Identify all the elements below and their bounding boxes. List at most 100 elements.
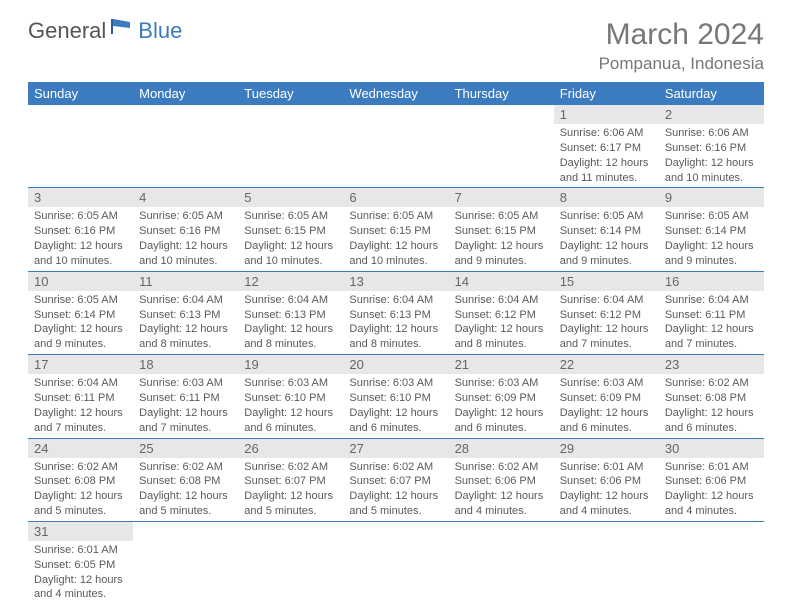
- day-cell: [133, 105, 238, 188]
- sunset-text: Sunset: 6:09 PM: [455, 391, 548, 406]
- day-info: Sunrise: 6:05 AMSunset: 6:14 PMDaylight:…: [554, 207, 659, 270]
- daylight-text: and 5 minutes.: [349, 504, 442, 519]
- col-tuesday: Tuesday: [238, 82, 343, 105]
- day-number: 20: [343, 355, 448, 374]
- week-row: 1Sunrise: 6:06 AMSunset: 6:17 PMDaylight…: [28, 105, 764, 188]
- sunset-text: Sunset: 6:09 PM: [560, 391, 653, 406]
- daylight-text: and 8 minutes.: [455, 337, 548, 352]
- sunset-text: Sunset: 6:14 PM: [665, 224, 758, 239]
- daylight-text: Daylight: 12 hours: [139, 322, 232, 337]
- daylight-text: Daylight: 12 hours: [34, 489, 127, 504]
- daylight-text: and 5 minutes.: [139, 504, 232, 519]
- day-number: 16: [659, 272, 764, 291]
- daylight-text: and 6 minutes.: [349, 421, 442, 436]
- day-cell: 4Sunrise: 6:05 AMSunset: 6:16 PMDaylight…: [133, 188, 238, 271]
- daylight-text: and 5 minutes.: [34, 504, 127, 519]
- col-wednesday: Wednesday: [343, 82, 448, 105]
- sunset-text: Sunset: 6:13 PM: [244, 308, 337, 323]
- day-info: Sunrise: 6:05 AMSunset: 6:15 PMDaylight:…: [238, 207, 343, 270]
- day-info: Sunrise: 6:03 AMSunset: 6:11 PMDaylight:…: [133, 374, 238, 437]
- sunset-text: Sunset: 6:17 PM: [560, 141, 653, 156]
- day-info: Sunrise: 6:02 AMSunset: 6:08 PMDaylight:…: [28, 458, 133, 521]
- daylight-text: Daylight: 12 hours: [560, 156, 653, 171]
- month-year: March 2024: [599, 18, 764, 52]
- sunset-text: Sunset: 6:06 PM: [560, 474, 653, 489]
- daylight-text: Daylight: 12 hours: [139, 489, 232, 504]
- daylight-text: Daylight: 12 hours: [560, 489, 653, 504]
- daylight-text: Daylight: 12 hours: [34, 322, 127, 337]
- daylight-text: and 4 minutes.: [455, 504, 548, 519]
- sunset-text: Sunset: 6:13 PM: [349, 308, 442, 323]
- day-number: 29: [554, 439, 659, 458]
- sunset-text: Sunset: 6:16 PM: [139, 224, 232, 239]
- day-info: Sunrise: 6:01 AMSunset: 6:06 PMDaylight:…: [659, 458, 764, 521]
- col-monday: Monday: [133, 82, 238, 105]
- sunrise-text: Sunrise: 6:06 AM: [665, 126, 758, 141]
- day-cell: 25Sunrise: 6:02 AMSunset: 6:08 PMDayligh…: [133, 438, 238, 521]
- daylight-text: Daylight: 12 hours: [244, 489, 337, 504]
- sunset-text: Sunset: 6:15 PM: [349, 224, 442, 239]
- day-cell: [28, 105, 133, 188]
- daylight-text: and 10 minutes.: [665, 171, 758, 186]
- day-number: 9: [659, 188, 764, 207]
- day-number: 5: [238, 188, 343, 207]
- day-cell: 12Sunrise: 6:04 AMSunset: 6:13 PMDayligh…: [238, 271, 343, 354]
- day-number: 30: [659, 439, 764, 458]
- sunrise-text: Sunrise: 6:02 AM: [349, 460, 442, 475]
- day-info: Sunrise: 6:04 AMSunset: 6:12 PMDaylight:…: [449, 291, 554, 354]
- day-info: Sunrise: 6:05 AMSunset: 6:15 PMDaylight:…: [343, 207, 448, 270]
- day-number: 17: [28, 355, 133, 374]
- daylight-text: Daylight: 12 hours: [665, 322, 758, 337]
- week-row: 10Sunrise: 6:05 AMSunset: 6:14 PMDayligh…: [28, 271, 764, 354]
- day-info: Sunrise: 6:04 AMSunset: 6:13 PMDaylight:…: [238, 291, 343, 354]
- day-number: 7: [449, 188, 554, 207]
- day-number: 6: [343, 188, 448, 207]
- daylight-text: Daylight: 12 hours: [34, 406, 127, 421]
- sunset-text: Sunset: 6:15 PM: [244, 224, 337, 239]
- day-cell: 17Sunrise: 6:04 AMSunset: 6:11 PMDayligh…: [28, 355, 133, 438]
- day-cell: [133, 521, 238, 604]
- sunrise-text: Sunrise: 6:02 AM: [139, 460, 232, 475]
- sunrise-text: Sunrise: 6:05 AM: [244, 209, 337, 224]
- day-info: Sunrise: 6:03 AMSunset: 6:09 PMDaylight:…: [554, 374, 659, 437]
- day-number: 13: [343, 272, 448, 291]
- sunrise-text: Sunrise: 6:04 AM: [139, 293, 232, 308]
- day-cell: 28Sunrise: 6:02 AMSunset: 6:06 PMDayligh…: [449, 438, 554, 521]
- daylight-text: Daylight: 12 hours: [665, 406, 758, 421]
- day-info: Sunrise: 6:02 AMSunset: 6:08 PMDaylight:…: [659, 374, 764, 437]
- daylight-text: Daylight: 12 hours: [139, 239, 232, 254]
- week-row: 24Sunrise: 6:02 AMSunset: 6:08 PMDayligh…: [28, 438, 764, 521]
- sunrise-text: Sunrise: 6:04 AM: [560, 293, 653, 308]
- daylight-text: and 4 minutes.: [560, 504, 653, 519]
- sunrise-text: Sunrise: 6:05 AM: [560, 209, 653, 224]
- daylight-text: and 9 minutes.: [455, 254, 548, 269]
- daylight-text: and 4 minutes.: [665, 504, 758, 519]
- day-cell: 14Sunrise: 6:04 AMSunset: 6:12 PMDayligh…: [449, 271, 554, 354]
- day-number: 28: [449, 439, 554, 458]
- daylight-text: and 10 minutes.: [139, 254, 232, 269]
- day-number: 24: [28, 439, 133, 458]
- sunrise-text: Sunrise: 6:05 AM: [34, 293, 127, 308]
- sunrise-text: Sunrise: 6:03 AM: [560, 376, 653, 391]
- day-number: 27: [343, 439, 448, 458]
- sunrise-text: Sunrise: 6:03 AM: [349, 376, 442, 391]
- day-info: Sunrise: 6:02 AMSunset: 6:07 PMDaylight:…: [238, 458, 343, 521]
- day-cell: 1Sunrise: 6:06 AMSunset: 6:17 PMDaylight…: [554, 105, 659, 188]
- day-cell: 30Sunrise: 6:01 AMSunset: 6:06 PMDayligh…: [659, 438, 764, 521]
- title-block: March 2024 Pompanua, Indonesia: [599, 18, 764, 74]
- day-number: 14: [449, 272, 554, 291]
- sunset-text: Sunset: 6:06 PM: [665, 474, 758, 489]
- sunrise-text: Sunrise: 6:02 AM: [665, 376, 758, 391]
- calendar-table: Sunday Monday Tuesday Wednesday Thursday…: [28, 82, 764, 604]
- sunset-text: Sunset: 6:07 PM: [244, 474, 337, 489]
- day-info: Sunrise: 6:02 AMSunset: 6:06 PMDaylight:…: [449, 458, 554, 521]
- day-number: 11: [133, 272, 238, 291]
- daylight-text: and 10 minutes.: [244, 254, 337, 269]
- day-number: 26: [238, 439, 343, 458]
- sunrise-text: Sunrise: 6:04 AM: [244, 293, 337, 308]
- week-row: 3Sunrise: 6:05 AMSunset: 6:16 PMDaylight…: [28, 188, 764, 271]
- sunrise-text: Sunrise: 6:01 AM: [665, 460, 758, 475]
- sunrise-text: Sunrise: 6:01 AM: [34, 543, 127, 558]
- day-number: 8: [554, 188, 659, 207]
- day-info: Sunrise: 6:05 AMSunset: 6:14 PMDaylight:…: [28, 291, 133, 354]
